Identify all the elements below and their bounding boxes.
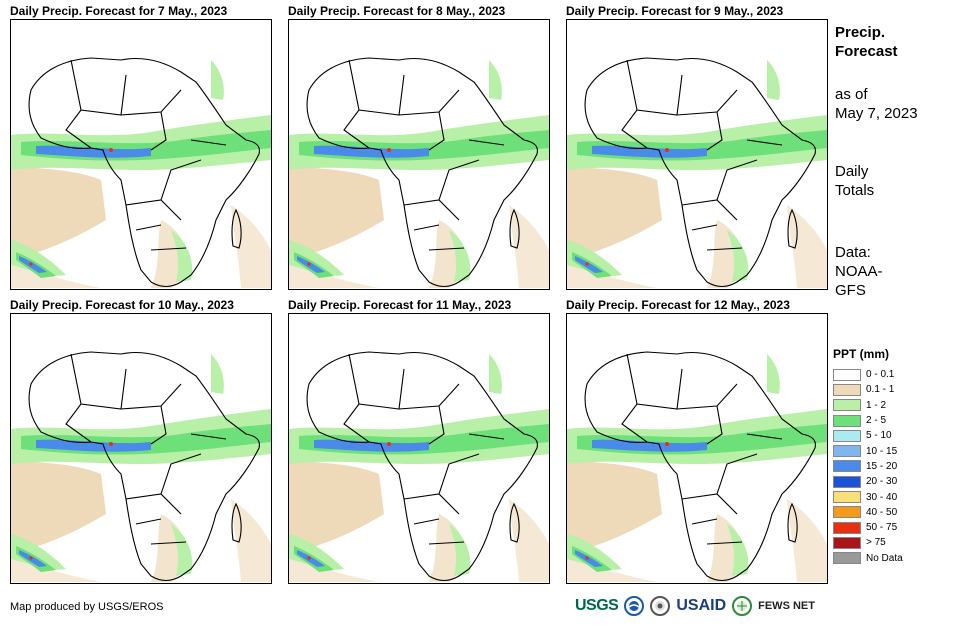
side-data-source: Data: NOAA- GFS: [835, 244, 883, 299]
legend-item: No Data: [833, 551, 903, 566]
africa-precip-map: [11, 351, 271, 582]
legend-swatch: [833, 383, 861, 396]
africa-precip-map: [11, 57, 271, 288]
legend-label: > 75: [866, 537, 886, 549]
nasa-seal-icon: [650, 596, 671, 616]
africa-outline: [584, 57, 816, 288]
panel-title: Daily Precip. Forecast for 8 May., 2023: [288, 4, 506, 18]
legend-swatch: [833, 491, 861, 504]
legend: PPT (mm) 0 - 0.1 0.1 - 1 1 - 2 2 - 5 5 - 10 1…: [833, 347, 903, 566]
legend-label: 1 - 2: [866, 399, 887, 411]
africa-precip-map: [289, 351, 549, 582]
legend-item: 30 - 40: [833, 489, 903, 504]
africa-outline: [584, 351, 816, 582]
legend-label: 15 - 20: [866, 460, 898, 472]
africa-outline: [28, 57, 260, 288]
africa-precip-map: [567, 57, 827, 288]
precip-intense-rain: [585, 148, 669, 266]
legend-label: 20 - 30: [866, 476, 898, 488]
panel-title: Daily Precip. Forecast for 12 May., 2023: [566, 298, 790, 312]
map-frame: [10, 19, 272, 290]
precip-heavy-rain: [19, 145, 151, 273]
logo-bar: USGS USAID FEWS NET: [575, 596, 815, 616]
africa-outline: [28, 351, 260, 582]
map-frame: [288, 19, 550, 290]
panel-title: Daily Precip. Forecast for 7 May., 2023: [10, 4, 228, 18]
legend-item: 15 - 20: [833, 459, 903, 474]
legend-label: 50 - 75: [866, 522, 898, 534]
legend-label: 0 - 0.1: [866, 369, 895, 381]
precip-intense-rain: [29, 442, 113, 560]
legend-item: 5 - 10: [833, 428, 903, 443]
map-frame: [10, 313, 272, 584]
credit-text: Map produced by USGS/EROS: [10, 601, 164, 613]
legend-label: No Data: [866, 552, 903, 564]
legend-item: 0.1 - 1: [833, 382, 903, 397]
precip-intense-rain: [585, 442, 669, 560]
map-frame: [566, 313, 828, 584]
legend-swatch: [833, 506, 861, 519]
legend-swatch: [833, 536, 861, 549]
legend-item: 50 - 75: [833, 520, 903, 535]
legend-item: 1 - 2: [833, 398, 903, 413]
precip-intense-rain: [307, 148, 391, 266]
panel-title: Daily Precip. Forecast for 11 May., 2023: [288, 298, 512, 312]
legend-label: 2 - 5: [866, 415, 887, 427]
usgs-logo: USGS: [575, 597, 619, 614]
africa-outline: [306, 351, 538, 582]
precip-heavy-rain: [297, 145, 429, 273]
forecast-panel: Daily Precip. Forecast for 11 May., 2023: [288, 298, 550, 584]
africa-outline: [306, 57, 538, 288]
map-frame: [566, 19, 828, 290]
legend-item: 10 - 15: [833, 443, 903, 458]
forecast-panel: Daily Precip. Forecast for 10 May., 2023: [10, 298, 272, 584]
legend-item: 0 - 0.1: [833, 367, 903, 382]
noaa-logo-icon: [624, 596, 645, 616]
legend-swatch: [833, 414, 861, 427]
legend-swatch: [833, 521, 861, 534]
forecast-panel: Daily Precip. Forecast for 8 May., 2023: [288, 4, 550, 290]
legend-item: > 75: [833, 535, 903, 550]
usaid-logo: USAID: [676, 597, 727, 614]
precip-heavy-rain: [575, 145, 707, 273]
legend-swatch: [833, 552, 861, 565]
legend-swatch: [833, 429, 861, 442]
side-daily-totals: Daily Totals: [835, 163, 875, 199]
side-title: Precip. Forecast: [835, 24, 898, 60]
fews-net-logo: FEWS NET: [758, 600, 815, 612]
legend-swatch: [833, 368, 861, 381]
africa-precip-map: [567, 351, 827, 582]
legend-item: 20 - 30: [833, 474, 903, 489]
legend-label: 5 - 10: [866, 430, 892, 442]
africa-precip-map: [289, 57, 549, 288]
legend-swatch: [833, 445, 861, 458]
legend-swatch: [833, 460, 861, 473]
panel-title: Daily Precip. Forecast for 9 May., 2023: [566, 4, 784, 18]
precip-heavy-rain: [19, 439, 151, 567]
fews-globe-icon: [732, 596, 753, 616]
forecast-panel: Daily Precip. Forecast for 12 May., 2023: [566, 298, 828, 584]
map-frame: [288, 313, 550, 584]
legend-label: 40 - 50: [866, 506, 898, 518]
forecast-panel: Daily Precip. Forecast for 7 May., 2023: [10, 4, 272, 290]
legend-label: 0.1 - 1: [866, 384, 895, 396]
legend-item: 2 - 5: [833, 413, 903, 428]
forecast-panel: Daily Precip. Forecast for 9 May., 2023: [566, 4, 828, 290]
legend-swatch: [833, 399, 861, 412]
side-asof: as of May 7, 2023: [835, 86, 918, 122]
precip-heavy-rain: [575, 439, 707, 567]
precip-intense-rain: [307, 442, 391, 560]
precip-intense-rain: [29, 148, 113, 266]
legend-label: 10 - 15: [866, 445, 898, 457]
legend-label: 30 - 40: [866, 491, 898, 503]
legend-item: 40 - 50: [833, 505, 903, 520]
legend-title: PPT (mm): [833, 347, 890, 361]
panel-title: Daily Precip. Forecast for 10 May., 2023: [10, 298, 234, 312]
precip-heavy-rain: [297, 439, 429, 567]
legend-swatch: [833, 475, 861, 488]
